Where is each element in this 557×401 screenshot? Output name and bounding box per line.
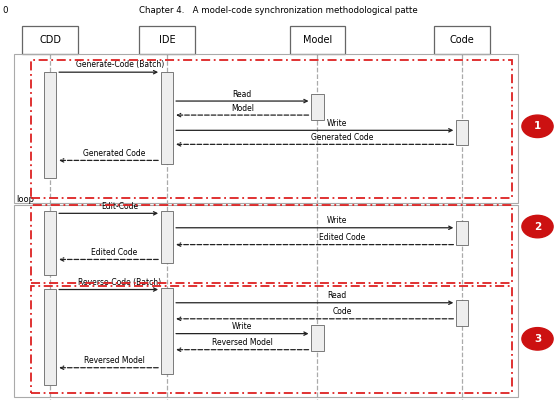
Text: Edit-Code: Edit-Code [101, 202, 138, 211]
Bar [290, 26, 345, 54]
Bar [456, 300, 468, 326]
Bar [456, 120, 468, 145]
Text: Model: Model [231, 104, 254, 113]
Text: Edited Code: Edited Code [91, 248, 138, 257]
Text: Code: Code [333, 308, 352, 316]
Bar [22, 26, 78, 54]
Text: 1: 1 [534, 122, 541, 131]
Bar [161, 72, 173, 164]
Bar [456, 221, 468, 245]
Bar [14, 54, 518, 203]
Bar [44, 72, 56, 178]
Text: Generated Code: Generated Code [83, 149, 145, 158]
Text: Generate-Code (Batch): Generate-Code (Batch) [76, 60, 164, 69]
Text: CDD: CDD [39, 35, 61, 45]
Text: Reversed Model: Reversed Model [212, 338, 273, 347]
Bar [31, 60, 512, 198]
Bar [161, 211, 173, 263]
Bar [139, 26, 195, 54]
Text: Reversed Model: Reversed Model [84, 356, 145, 365]
Text: Reverse-Code (Batch): Reverse-Code (Batch) [78, 278, 162, 287]
Text: Generated Code: Generated Code [311, 133, 374, 142]
Text: Read: Read [328, 292, 346, 300]
Circle shape [522, 115, 553, 138]
Bar [14, 205, 518, 397]
Bar [31, 205, 512, 283]
Bar [434, 26, 490, 54]
Text: Model: Model [303, 35, 332, 45]
Text: Read: Read [233, 90, 252, 99]
Bar [44, 289, 56, 385]
Text: Edited Code: Edited Code [319, 233, 366, 242]
Text: loop: loop [17, 195, 35, 204]
Text: 2: 2 [534, 222, 541, 231]
Bar [161, 288, 173, 374]
Text: Write: Write [327, 216, 347, 225]
Text: Write: Write [327, 119, 347, 128]
Text: 0: 0 [3, 6, 8, 15]
Text: 3: 3 [534, 334, 541, 344]
Text: Chapter 4.   A model-code synchronization methodological patte: Chapter 4. A model-code synchronization … [139, 6, 418, 15]
Text: IDE: IDE [159, 35, 175, 45]
Text: Code: Code [450, 35, 475, 45]
Circle shape [522, 215, 553, 238]
Text: Write: Write [232, 322, 252, 331]
Circle shape [522, 328, 553, 350]
Bar [311, 94, 324, 120]
Bar [44, 211, 56, 275]
Bar [311, 325, 324, 351]
Bar [31, 286, 512, 393]
